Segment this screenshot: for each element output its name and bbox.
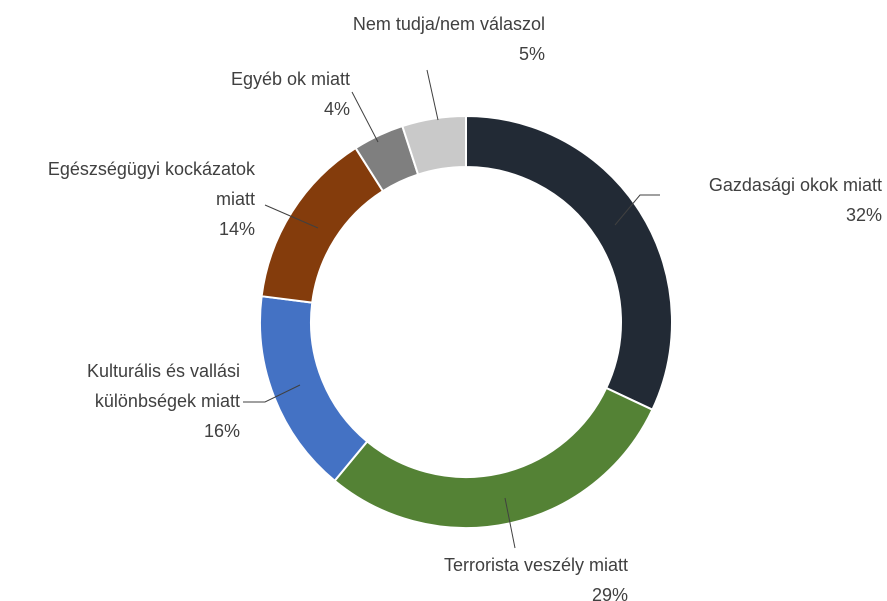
category-label: Kulturális és vallási különbségek miatt <box>86 361 240 411</box>
value-label: 5% <box>518 44 545 64</box>
value-label: 29% <box>591 585 628 601</box>
leader-line <box>243 384 301 403</box>
leader-line <box>614 194 660 226</box>
leader-lines <box>243 69 660 549</box>
category-label: Nem tudja/nem válaszol <box>352 14 545 34</box>
leader-line <box>264 204 319 229</box>
category-label: Egészségügyi kockázatok miatt <box>47 159 255 209</box>
leader-line <box>351 91 379 143</box>
leader-line <box>426 69 439 121</box>
value-label: 14% <box>218 219 255 239</box>
category-label: Terrorista veszély miatt <box>443 555 628 575</box>
category-label: Egyéb ok miatt <box>230 69 350 89</box>
slice <box>465 114 673 412</box>
category-label: Gazdasági okok miatt <box>708 175 882 195</box>
slice <box>401 114 467 176</box>
label: Egészségügyi kockázatok miatt 14% <box>7 154 255 244</box>
label: Gazdasági okok miatt 32% <box>622 170 882 230</box>
label: Kulturális és vallási különbségek miatt 1… <box>20 356 240 446</box>
slices <box>259 114 673 529</box>
value-label: 16% <box>203 421 240 441</box>
leader-line <box>504 497 516 549</box>
value-label: 4% <box>323 99 350 119</box>
value-label: 32% <box>845 205 882 225</box>
slice <box>333 386 654 529</box>
slice <box>259 295 369 483</box>
label: Terrorista veszély miatt 29% <box>368 550 628 601</box>
label: Egyéb ok miatt 4% <box>150 64 350 124</box>
slice <box>260 146 385 304</box>
label: Nem tudja/nem válaszol 5% <box>285 9 545 69</box>
